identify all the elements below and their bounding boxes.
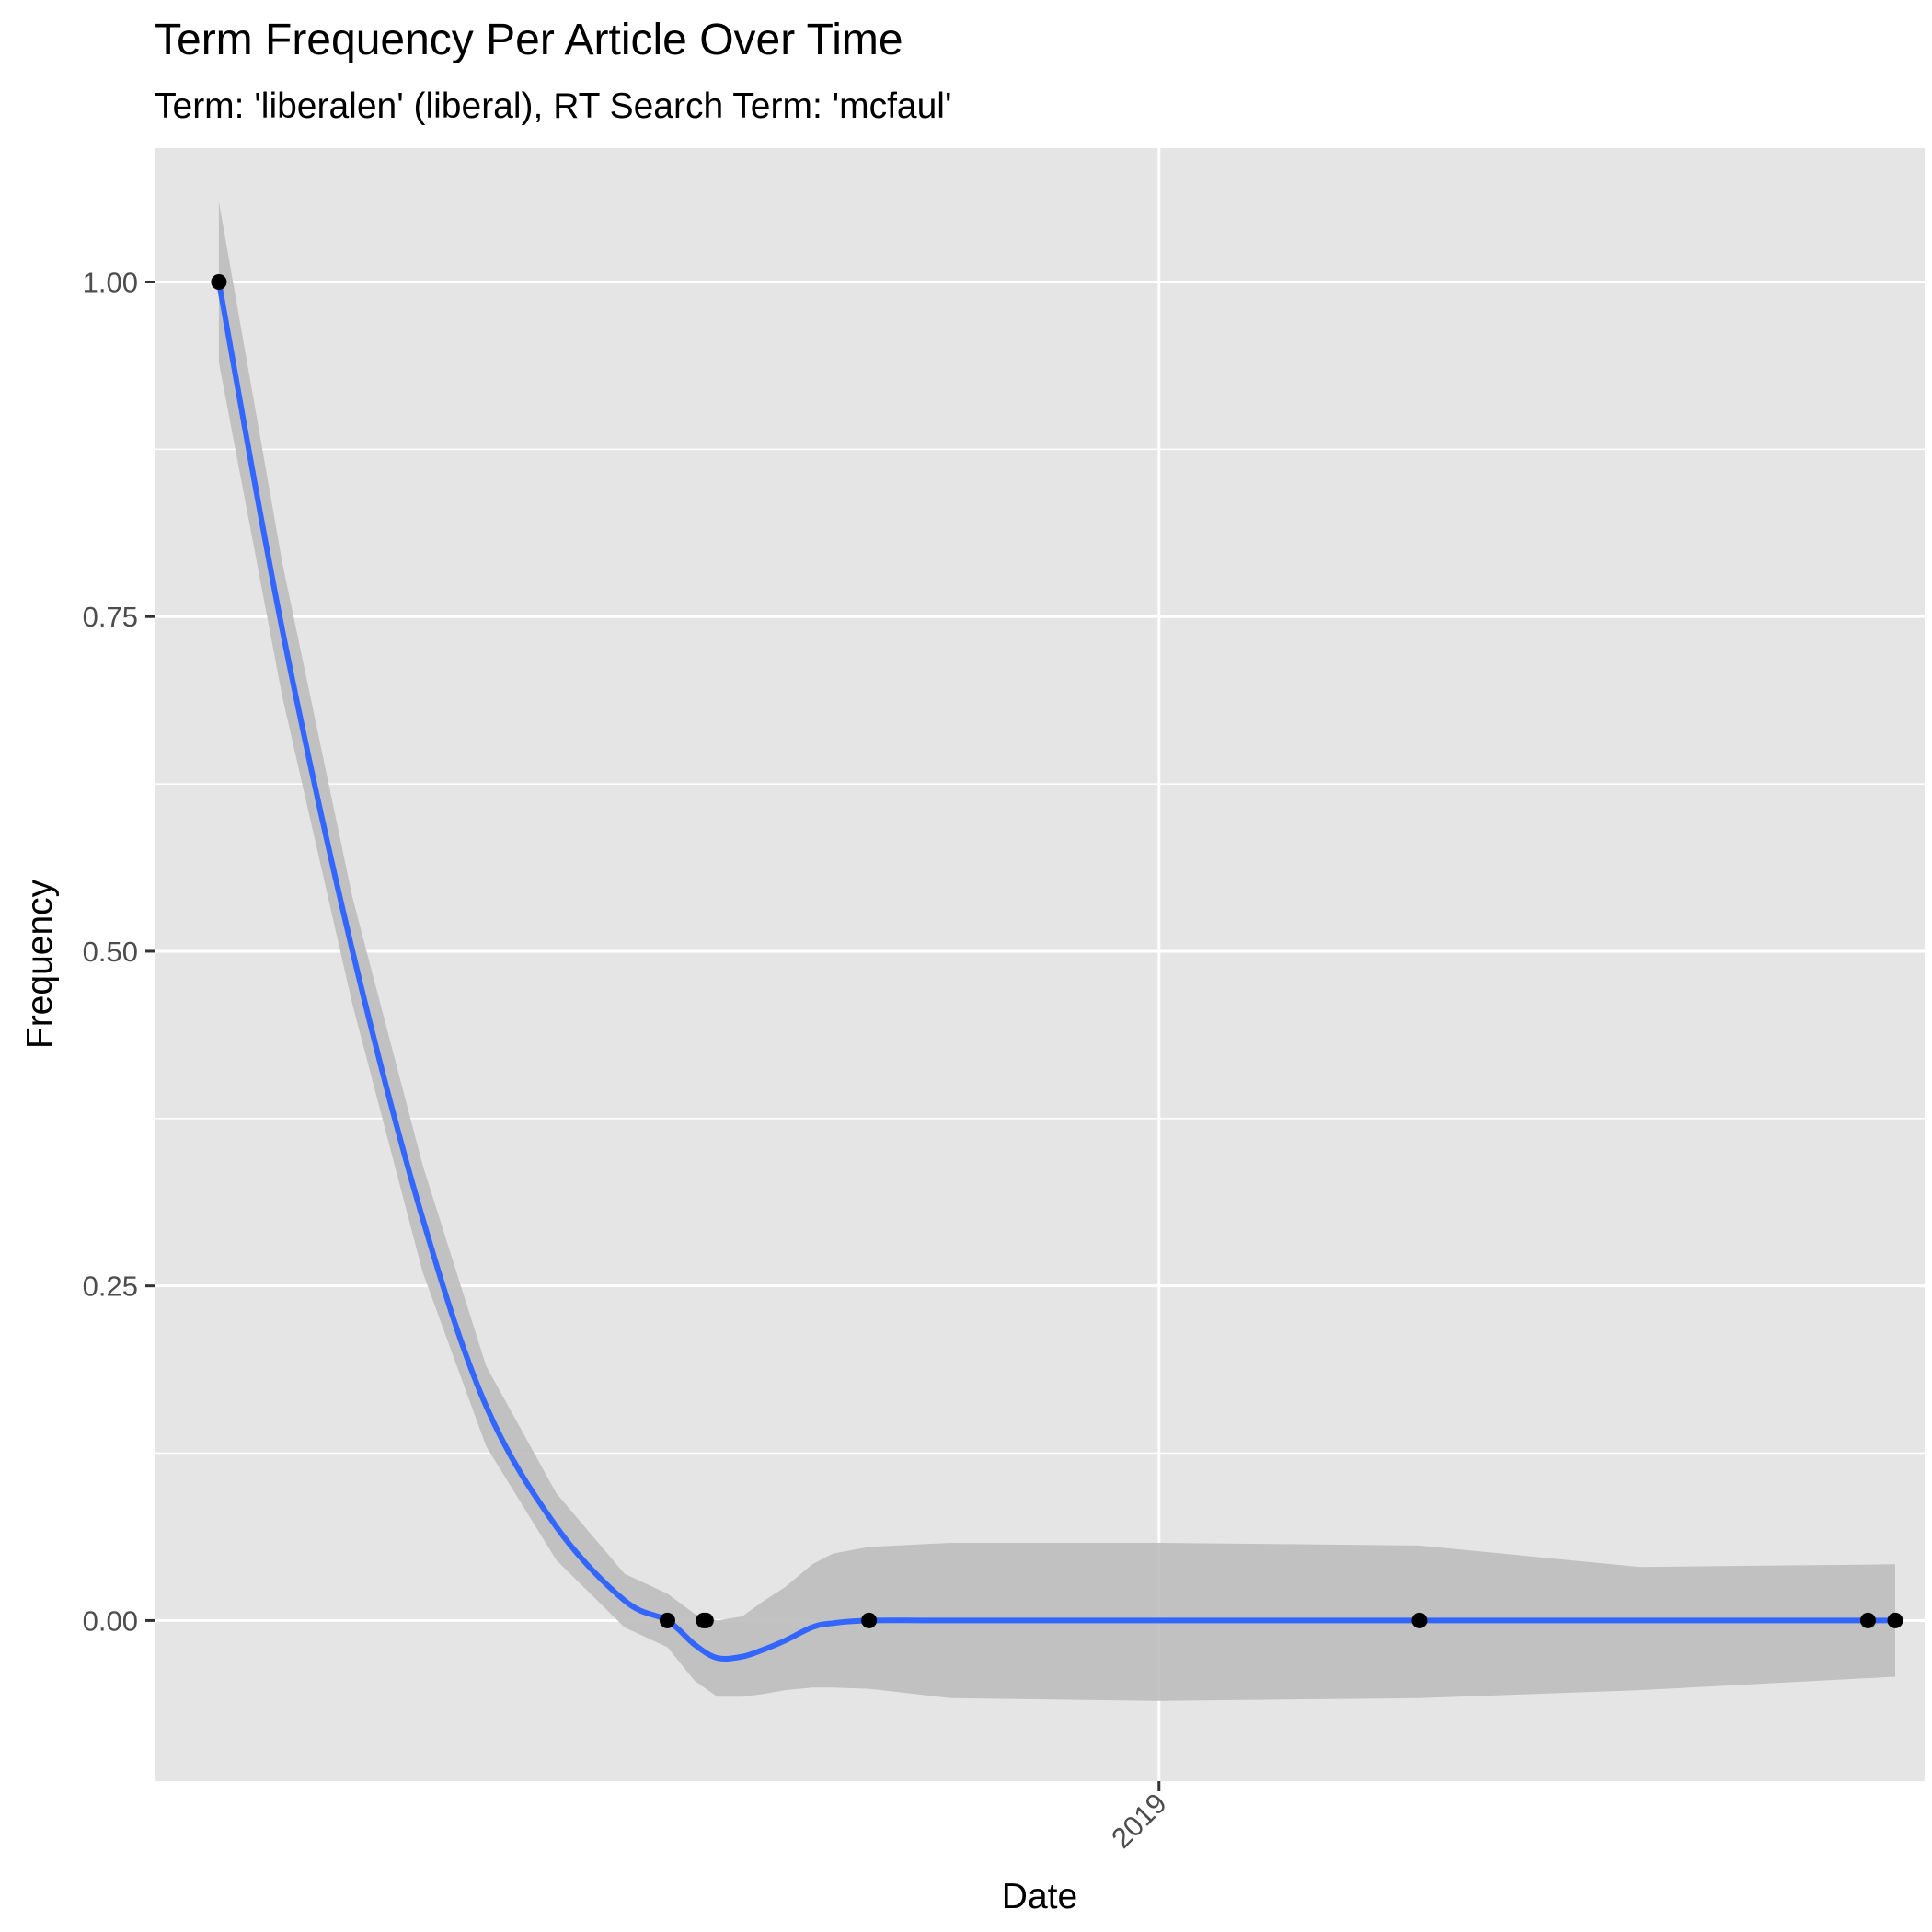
x-axis: 2019 <box>1105 1781 1173 1855</box>
minor-gridlines <box>155 448 1925 1455</box>
y-axis-title: Frequency <box>20 879 60 1049</box>
data-point <box>1411 1612 1428 1628</box>
y-axis: 0.00 0.25 0.50 0.75 1.00 <box>83 266 155 1637</box>
y-tick-label: 1.00 <box>83 266 138 298</box>
data-point <box>1859 1612 1876 1628</box>
plot-panel <box>155 148 1925 1781</box>
x-tick-label: 2019 <box>1105 1787 1173 1855</box>
data-point <box>697 1612 714 1628</box>
x-axis-title: Date <box>1002 1877 1077 1916</box>
data-point <box>861 1612 878 1628</box>
chart-subtitle: Term: 'liberalen' (liberal), RT Search T… <box>155 86 951 126</box>
smooth-line-path <box>215 279 1898 1662</box>
y-tick-label: 0.25 <box>83 1271 138 1303</box>
data-point <box>659 1612 675 1628</box>
chart-title: Term Frequency Per Article Over Time <box>155 16 903 64</box>
data-point <box>1887 1612 1903 1628</box>
data-point <box>211 273 227 290</box>
smooth-line <box>215 279 1898 1662</box>
y-tick-label: 0.75 <box>83 601 138 633</box>
y-tick-label: 0.50 <box>83 936 138 968</box>
data-points <box>211 273 1903 1628</box>
y-tick-label: 0.00 <box>83 1604 138 1637</box>
